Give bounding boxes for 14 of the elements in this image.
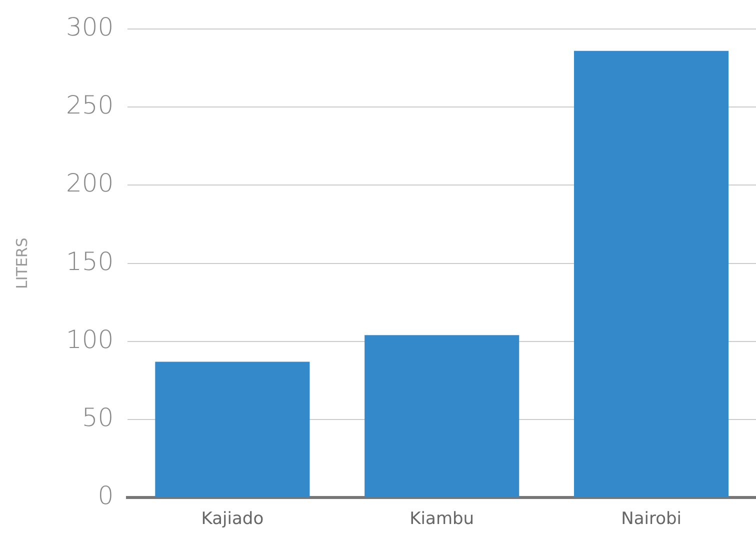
y-tick-label: 200 xyxy=(66,168,114,198)
y-tick-label: 150 xyxy=(66,246,114,276)
bar xyxy=(155,362,310,498)
x-tick-label: Nairobi xyxy=(621,509,682,530)
y-tick-label: 50 xyxy=(82,403,114,432)
bar xyxy=(574,50,729,498)
y-tick-label: 100 xyxy=(66,324,114,354)
y-axis-title: LITERS xyxy=(12,238,31,289)
y-tick-label: 250 xyxy=(66,90,114,120)
x-tick-label: Kiambu xyxy=(410,509,474,530)
x-tick-label: Kajiado xyxy=(201,509,264,530)
y-tick-label: 300 xyxy=(66,12,114,42)
bar xyxy=(364,335,520,498)
y-tick-label: 0 xyxy=(98,481,114,510)
